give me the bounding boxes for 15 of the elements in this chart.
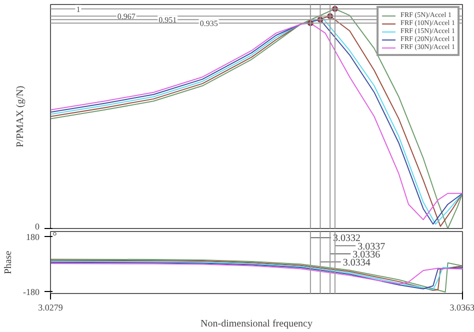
ref-line-label: 1 [76,4,80,14]
ref-line-label: 0.935 [200,19,218,28]
ref-line-label: 0.967 [117,12,136,22]
y-tick-label: -180 [23,286,40,297]
y-tick-label: 180 [26,232,40,242]
y-axis-title: Phase [3,250,14,274]
x-tick-label: 3.0279 [38,302,64,312]
y-axis-title: P/PMAX (g/N) [15,86,26,148]
text: 0 [35,222,40,232]
ref-line-label: 0.951 [158,16,177,25]
ref-line-label: 3.0334 [342,257,370,268]
x-axis-title: Non-dimensional frequency [200,318,312,330]
ref-line-label: 3.0332 [333,233,361,244]
x-tick-label: 3.0363 [450,302,474,312]
annotation: ° [52,230,57,242]
